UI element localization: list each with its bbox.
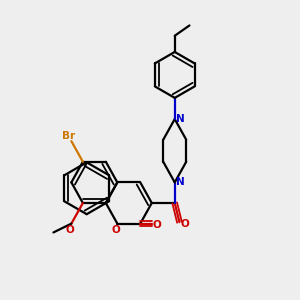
Text: O: O	[65, 225, 74, 235]
Text: Br: Br	[62, 131, 75, 141]
Text: N: N	[176, 177, 185, 188]
Text: O: O	[153, 220, 161, 230]
Text: N: N	[176, 114, 185, 124]
Text: O: O	[180, 219, 189, 229]
Text: O: O	[112, 225, 120, 235]
